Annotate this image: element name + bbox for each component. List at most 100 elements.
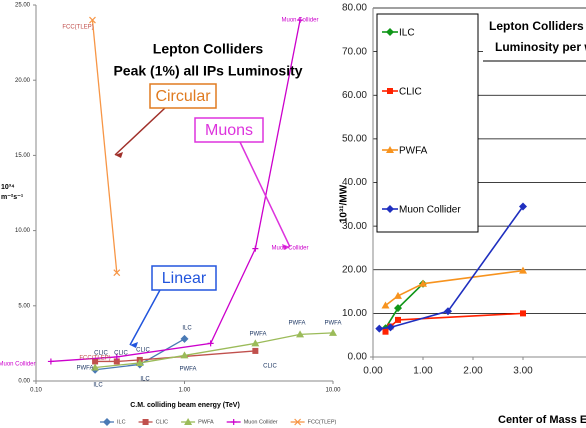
arrow-head <box>115 152 123 158</box>
y-tick-label: 5.00 <box>18 303 30 309</box>
marker <box>180 351 189 359</box>
point-label: CLIC <box>136 348 150 354</box>
arrow-head <box>130 342 138 348</box>
series-line <box>379 206 524 330</box>
y-tick-label: 15.00 <box>15 153 31 159</box>
point-label: PWFA <box>324 321 341 327</box>
legend-marker <box>230 419 237 425</box>
marker <box>519 202 527 211</box>
x-axis-label: C.M. colliding beam energy (TeV) <box>130 402 240 409</box>
marker <box>92 358 99 365</box>
legend-marker <box>387 88 393 94</box>
marker <box>520 310 526 317</box>
marker <box>180 334 189 343</box>
series-line <box>95 332 334 369</box>
legend-box <box>376 13 479 233</box>
point-label: CLIC <box>114 351 128 357</box>
callout-box <box>194 117 264 143</box>
marker <box>444 307 452 316</box>
legend-label: PWFA <box>198 419 214 425</box>
marker <box>89 16 96 24</box>
legend-label: Muon Collider <box>399 205 461 216</box>
y-tick-label: 50.00 <box>342 134 367 145</box>
x-tick-label: 1.00 <box>413 366 433 377</box>
point-label: PWFA <box>179 367 196 373</box>
y-tick-label: 20.00 <box>342 264 367 275</box>
x-tick-label: 10.00 <box>325 388 341 394</box>
point-label: FCC(TLEP) <box>79 356 110 362</box>
x-tick-label: 2.00 <box>463 366 483 377</box>
marker <box>297 17 304 24</box>
legend-marker <box>386 205 394 213</box>
callout-text: Muons <box>205 122 253 139</box>
legend-marker <box>294 418 302 426</box>
point-label: ILC <box>93 383 103 389</box>
point-label: CLIC <box>263 364 277 370</box>
x-tick-label: 3.00 <box>513 366 533 377</box>
arrow-head <box>282 244 290 250</box>
point-label: ILC <box>140 377 150 383</box>
marker <box>519 266 527 274</box>
y-tick-label: 0.00 <box>18 379 30 385</box>
y-tick-label: 20.00 <box>15 78 31 84</box>
point-label: PWFA <box>76 366 93 372</box>
series-line <box>95 350 256 363</box>
chart-title: Lepton Colliders F <box>489 19 586 33</box>
marker <box>381 301 390 309</box>
marker <box>113 269 121 277</box>
marker <box>394 304 402 313</box>
marker <box>375 324 384 333</box>
callout-arrow <box>129 289 161 346</box>
y-tick-label: 10.00 <box>342 308 367 319</box>
marker <box>113 353 120 360</box>
point-label: Muon Collider <box>281 18 318 24</box>
y-tick-label: 10.00 <box>15 228 31 234</box>
point-label: FCC(TLEP) <box>62 25 93 31</box>
marker <box>382 328 389 335</box>
y-tick-label: 70.00 <box>342 46 367 57</box>
callout-text: Circular <box>155 88 211 105</box>
x-tick-label: 0.10 <box>30 388 42 394</box>
legend-label: ILC <box>399 28 415 39</box>
chart-subtitle: Peak (1%) all IPs Luminosity <box>113 63 302 79</box>
x-tick-label: 1.00 <box>179 388 191 394</box>
legend-label: CLIC <box>399 87 422 98</box>
y-tick-label: 30.00 <box>342 221 367 232</box>
legend-marker <box>184 418 193 425</box>
marker <box>419 279 427 287</box>
callout-text: Linear <box>162 270 207 287</box>
y-tick-label: 80.00 <box>342 3 367 14</box>
marker <box>395 316 401 323</box>
series-line <box>91 19 118 273</box>
marker <box>386 323 395 332</box>
legend-label: Muon Collider <box>244 419 278 425</box>
y-tick-label: 60.00 <box>342 90 367 101</box>
y-axis-label: 10³⁴ <box>1 184 15 191</box>
chart: 0.00 10.00 20.00 30.00 40.00 50.00 60.00 70.00 8… <box>339 3 586 426</box>
marker <box>252 245 259 252</box>
callout-box <box>151 265 217 291</box>
callout-arrow <box>114 107 166 156</box>
callout-arrow <box>239 141 291 248</box>
title-box <box>483 12 586 60</box>
series-line <box>384 283 424 329</box>
marker <box>394 291 402 299</box>
chart: 0.00 5.00 10.00 15.00 20.00 25.00 0.10 1.00 10.0… <box>0 3 342 426</box>
y-tick-label: 40.00 <box>342 177 367 188</box>
legend-label: FCC(TLEP) <box>308 419 337 425</box>
marker <box>329 328 337 336</box>
y-axis-label: 10³¹/MW <box>339 184 350 223</box>
x-axis-label: Center of Mass Ene <box>498 414 586 426</box>
point-label: CLIC <box>94 351 108 357</box>
callout-box <box>149 83 217 109</box>
marker <box>113 358 120 365</box>
marker <box>135 358 144 366</box>
legend-label: CLIC <box>156 419 169 425</box>
y-axis-label: m⁻²s⁻¹ <box>1 194 24 201</box>
legend-label: ILC <box>117 419 126 425</box>
y-tick-label: 25.00 <box>15 3 31 9</box>
legend-marker <box>386 28 394 36</box>
point-label: Muon Collider <box>271 246 308 252</box>
marker <box>251 339 260 347</box>
